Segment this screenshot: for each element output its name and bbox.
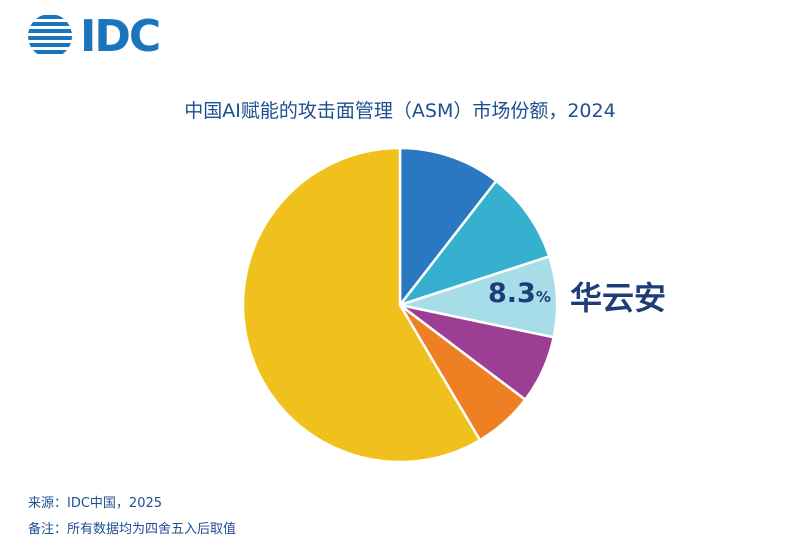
idc-globe-icon (28, 15, 72, 54)
slice-company-label: 华云安 (570, 279, 667, 317)
pie-slice-6 (241, 146, 482, 464)
chart-title: 中国AI赋能的攻击面管理（ASM）市场份额，2024 (184, 100, 616, 122)
logo-text: IDC (80, 11, 161, 62)
slice-value-number: 8.3 (488, 278, 536, 309)
pie-slice-2 (398, 179, 551, 307)
idc-logo: IDC (26, 12, 176, 62)
footer-source: 来源：IDC中国，2025 (28, 496, 163, 511)
slice-value-unit: % (535, 288, 551, 306)
slice-value-label: 8.3% (488, 278, 551, 309)
footer-note: 备注：所有数据均为四舍五入后取值 (28, 522, 237, 537)
pie-slice-1 (398, 146, 498, 307)
